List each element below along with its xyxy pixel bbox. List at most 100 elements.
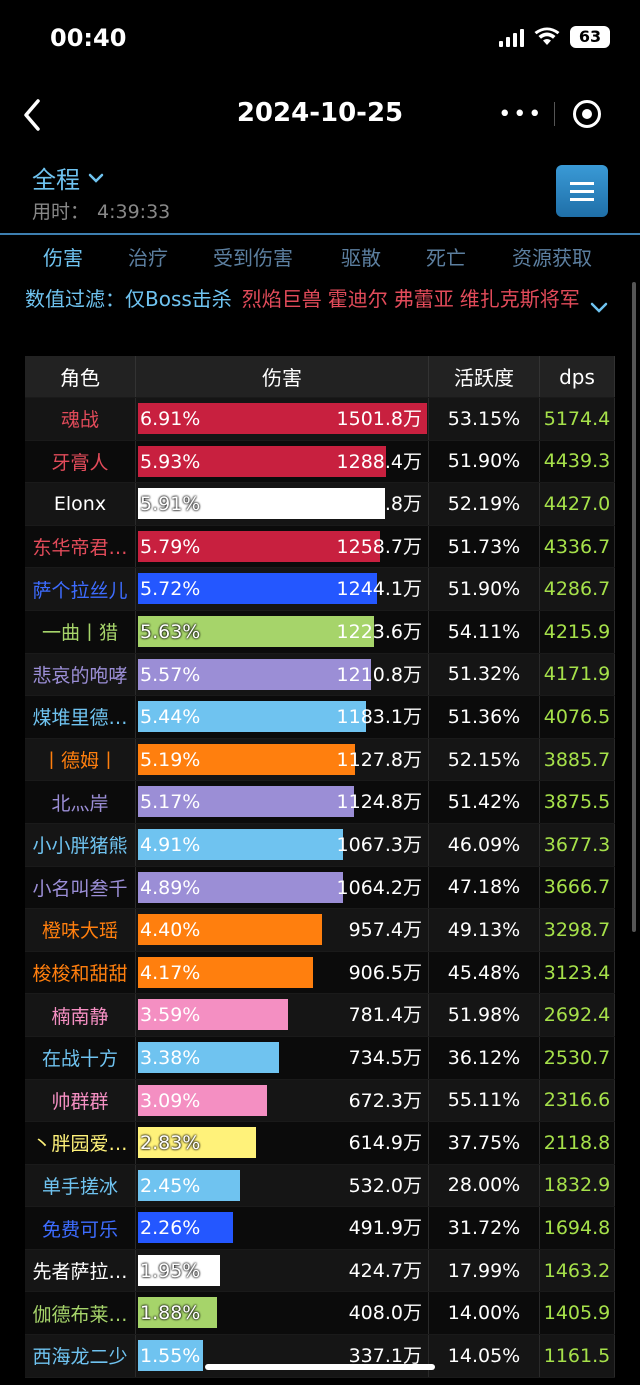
table-row[interactable]: 免费可乐 2.26% 491.9万 31.72% 1694.8	[25, 1207, 615, 1250]
table-row[interactable]: 北灬岸 5.17% 1124.8万 51.42% 3875.5	[25, 781, 615, 824]
damage-cell: 5.93% 1288.4万	[136, 440, 429, 483]
header-damage[interactable]: 伤害	[136, 356, 429, 397]
damage-bar	[138, 1297, 217, 1329]
dps-value: 4215.9	[540, 610, 615, 653]
tab-healing[interactable]: 治疗	[128, 246, 168, 270]
table-row[interactable]: 小名叫叁千 4.89% 1064.2万 47.18% 3666.7	[25, 866, 615, 910]
damage-percent: 2.83%	[140, 1132, 201, 1155]
table-row[interactable]: 单手搓冰 2.45% 532.0万 28.00% 1832.9	[25, 1164, 615, 1208]
player-name: 小名叫叁千	[25, 866, 136, 909]
activity-value: 49.13%	[429, 909, 540, 951]
header-role[interactable]: 角色	[25, 356, 136, 397]
player-name: 牙膏人	[25, 440, 136, 483]
damage-amount: 781.4万	[348, 1004, 422, 1027]
player-name: 西海龙二少	[25, 1335, 136, 1377]
table-row[interactable]: 梭梭和甜甜 4.17% 906.5万 45.48% 3123.4	[25, 951, 615, 995]
table-row[interactable]: 丨德姆丨 5.19% 1127.8万 52.15% 3885.7	[25, 738, 615, 782]
damage-percent: 4.91%	[140, 833, 201, 856]
player-name: 东华帝君…	[25, 525, 136, 568]
chevron-down-icon	[88, 173, 104, 183]
damage-cell: 5.72% 1244.1万	[136, 568, 429, 610]
table-row[interactable]: 小小胖猪熊 4.91% 1067.3万 46.09% 3677.3	[25, 823, 615, 867]
more-button[interactable]: •••	[498, 101, 544, 127]
activity-value: 51.90%	[429, 568, 540, 610]
player-name: 萨个拉丝儿	[25, 568, 136, 610]
scrollbar[interactable]	[632, 282, 636, 932]
player-name: 丨德姆丨	[25, 738, 136, 781]
table-row[interactable]: 帅群群 3.09% 672.3万 55.11% 2316.6	[25, 1079, 615, 1123]
damage-percent: 5.79%	[140, 535, 201, 558]
damage-percent: 4.89%	[140, 876, 201, 899]
player-name: 在战十方	[25, 1036, 136, 1079]
player-name: 楠南静	[25, 994, 136, 1036]
table-row[interactable]: 一曲丨猎 5.63% 1223.6万 54.11% 4215.9	[25, 610, 615, 654]
damage-cell: 1.55% 337.1万	[136, 1335, 429, 1377]
tab-resources[interactable]: 资源获取	[512, 246, 592, 270]
damage-amount: 1210.8万	[336, 663, 422, 686]
dps-value: 2530.7	[540, 1036, 615, 1079]
filter-boss[interactable]: 霍迪尔	[327, 287, 388, 311]
tab-damage[interactable]: 伤害	[43, 246, 83, 270]
table-row[interactable]: 丶胖园爱… 2.83% 614.9万 37.75% 2118.8	[25, 1122, 615, 1165]
filter-boss[interactable]: 烈焰巨兽	[241, 287, 322, 311]
table-row[interactable]: 魂战 6.91% 1501.8万 53.15% 5174.4	[25, 398, 615, 441]
damage-amount: 614.9万	[348, 1132, 422, 1155]
table-row[interactable]: 煤堆里德… 5.44% 1183.1万 51.36% 4076.5	[25, 696, 615, 739]
table-row[interactable]: 牙膏人 5.93% 1288.4万 51.90% 4439.3	[25, 440, 615, 484]
divider	[0, 233, 640, 235]
menu-button[interactable]	[556, 165, 608, 217]
damage-bar	[138, 488, 385, 520]
signal-icon	[499, 27, 524, 47]
table-row[interactable]: 楠南静 3.59% 781.4万 51.98% 2692.4	[25, 994, 615, 1037]
tab-dispel[interactable]: 驱散	[341, 246, 381, 270]
activity-value: 46.09%	[429, 823, 540, 866]
damage-bar	[138, 403, 427, 434]
damage-bar	[138, 1212, 233, 1244]
damage-bar	[138, 871, 343, 903]
table-row[interactable]: 东华帝君… 5.79% 1258.7万 51.73% 4336.7	[25, 525, 615, 569]
table-row[interactable]: 萨个拉丝儿 5.72% 1244.1万 51.90% 4286.7	[25, 568, 615, 611]
filter-boss[interactable]: 维扎克斯将军	[459, 287, 580, 311]
table-row[interactable]: 先者萨拉… 1.95% 424.7万 17.99% 1463.2	[25, 1249, 615, 1293]
damage-cell: 3.38% 734.5万	[136, 1036, 429, 1079]
tab-damage-taken[interactable]: 受到伤害	[213, 246, 293, 270]
damage-amount: 491.9万	[348, 1217, 422, 1240]
damage-percent: 5.72%	[140, 578, 201, 601]
tab-deaths[interactable]: 死亡	[426, 246, 466, 270]
range-selector[interactable]: 全程	[32, 160, 104, 195]
wifi-icon	[534, 27, 560, 45]
player-name: 丶胖园爱…	[25, 1122, 136, 1164]
damage-percent: 2.45%	[140, 1174, 201, 1197]
activity-value: 36.12%	[429, 1036, 540, 1079]
damage-cell: 4.40% 957.4万	[136, 909, 429, 951]
damage-cell: 4.91% 1067.3万	[136, 823, 429, 866]
back-button[interactable]	[22, 95, 54, 135]
damage-bar	[138, 1084, 267, 1116]
table-row[interactable]: 在战十方 3.38% 734.5万 36.12% 2530.7	[25, 1036, 615, 1080]
player-name: 橙味大瑶	[25, 909, 136, 951]
damage-percent: 1.95%	[140, 1259, 201, 1282]
table-row[interactable]: 悲哀的咆哮 5.57% 1210.8万 51.32% 4171.9	[25, 653, 615, 697]
header-activity[interactable]: 活跃度	[429, 356, 540, 397]
table-row[interactable]: 橙味大瑶 4.40% 957.4万 49.13% 3298.7	[25, 909, 615, 952]
filter-boss[interactable]: 弗蕾亚	[393, 287, 454, 311]
close-button[interactable]	[555, 100, 621, 128]
table-row[interactable]: Elonx 5.91% 1284.8万 52.19% 4427.0	[25, 483, 615, 526]
dps-value: 3875.5	[540, 781, 615, 823]
chevron-down-icon[interactable]	[590, 302, 608, 314]
damage-bar	[138, 828, 343, 860]
damage-percent: 3.59%	[140, 1004, 201, 1027]
dps-value: 2316.6	[540, 1079, 615, 1122]
table-row[interactable]: 西海龙二少 1.55% 337.1万 14.05% 1161.5	[25, 1335, 615, 1378]
player-name: Elonx	[25, 483, 136, 525]
table-row[interactable]: 伽德布莱… 1.88% 408.0万 14.00% 1405.9	[25, 1292, 615, 1336]
filter-boss-only[interactable]: 仅Boss击杀	[125, 287, 232, 311]
chevron-left-icon	[24, 99, 40, 131]
damage-percent: 2.26%	[140, 1217, 201, 1240]
damage-cell: 1.88% 408.0万	[136, 1292, 429, 1335]
header-dps[interactable]: dps	[540, 356, 615, 397]
damage-cell: 1.95% 424.7万	[136, 1249, 429, 1292]
player-name: 免费可乐	[25, 1207, 136, 1249]
activity-value: 52.15%	[429, 738, 540, 781]
dps-value: 1832.9	[540, 1164, 615, 1207]
